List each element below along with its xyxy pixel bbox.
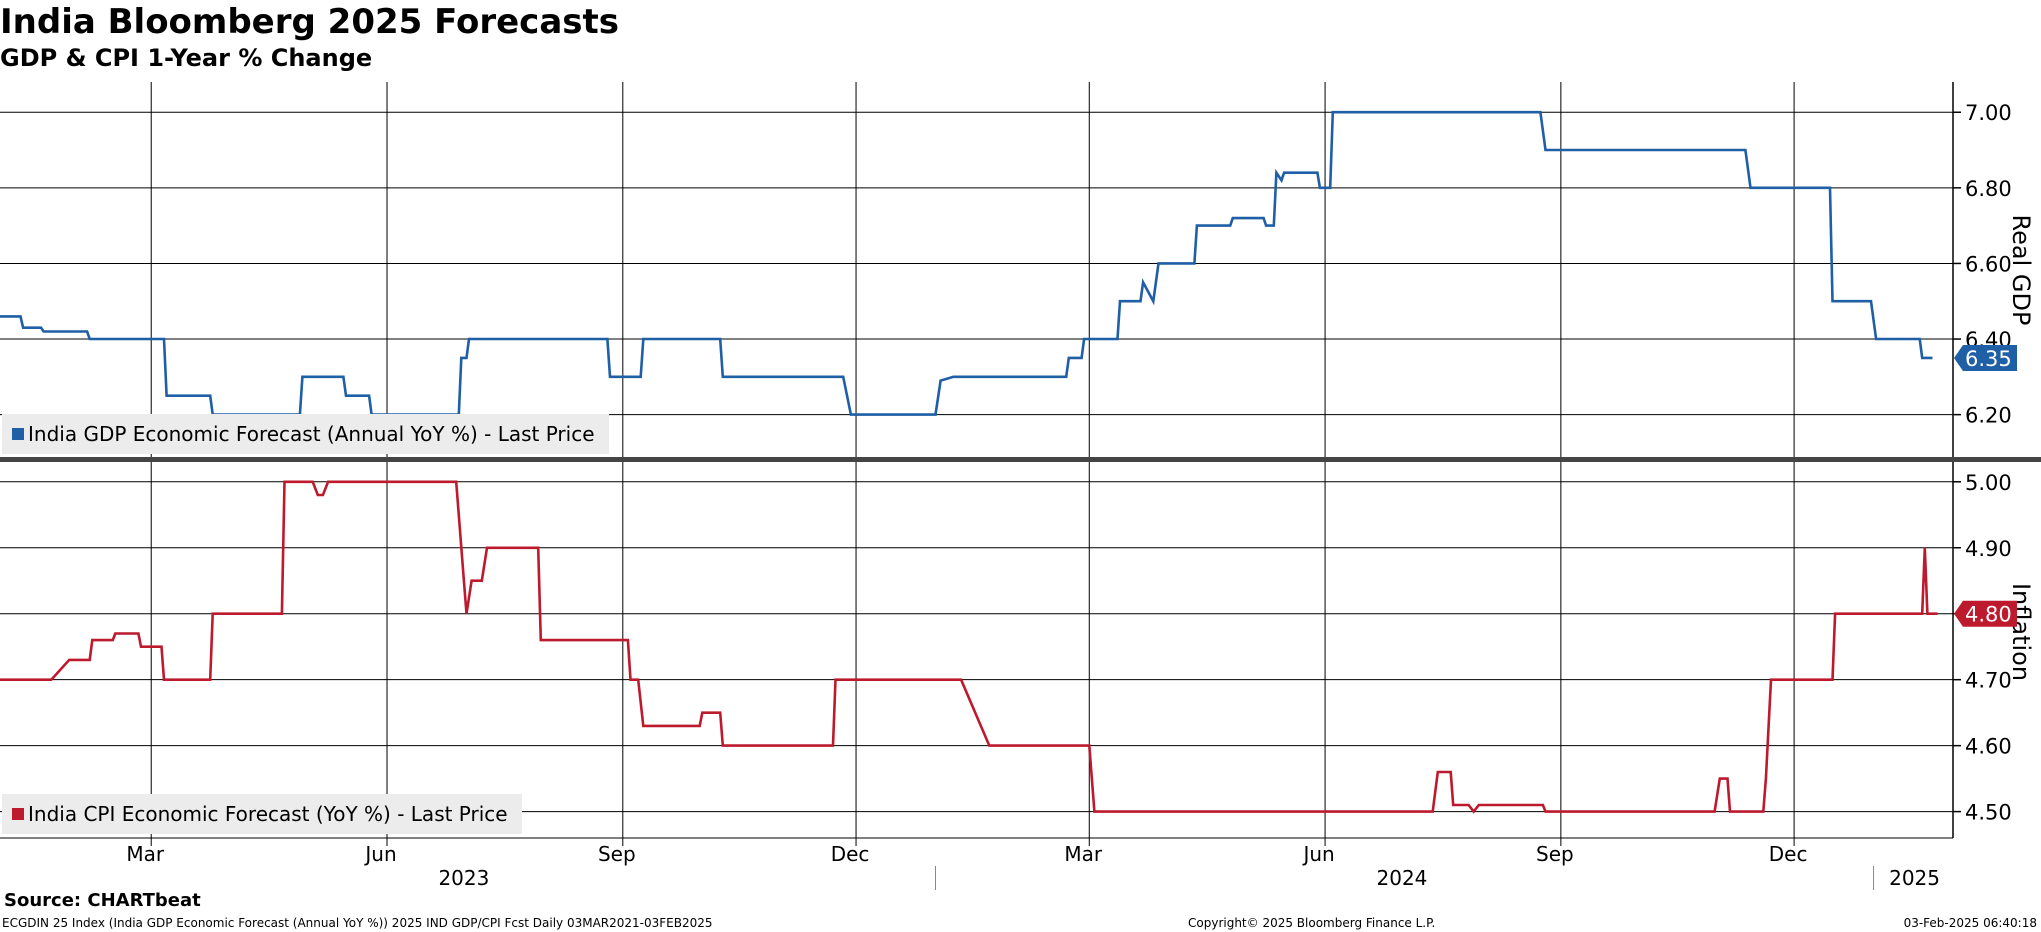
gdp-legend: India GDP Economic Forecast (Annual YoY … xyxy=(2,414,609,454)
last-value-label: 4.80 xyxy=(1965,603,2012,627)
y-tick-label: 6.60 xyxy=(1965,252,2012,276)
y-tick-label: 4.70 xyxy=(1965,669,2012,693)
chart-subtitle: GDP & CPI 1-Year % Change xyxy=(0,44,373,72)
series-description: ECGDIN 25 Index (India GDP Economic Fore… xyxy=(2,916,713,930)
x-tick-label: Mar xyxy=(1064,842,1103,866)
legend-swatch xyxy=(12,428,24,440)
x-tick-label: Jun xyxy=(1301,842,1334,866)
top-panel-grid xyxy=(0,82,1953,460)
legend-background xyxy=(2,414,609,454)
x-tick-label: Dec xyxy=(1769,842,1808,866)
x-year-label: 2023 xyxy=(438,866,489,890)
x-year-label: 2025 xyxy=(1889,866,1940,890)
x-tick-label: Sep xyxy=(598,842,636,866)
bottom-panel-grid xyxy=(0,462,1953,838)
x-tick-label: Jun xyxy=(363,842,396,866)
y-tick-label: 4.90 xyxy=(1965,537,2012,561)
last-value-marker: 4.80 xyxy=(1954,600,2017,627)
y-axis-title: Real GDP xyxy=(2007,215,2035,326)
x-year-label: 2024 xyxy=(1377,866,1428,890)
chart-title: India Bloomberg 2025 Forecasts xyxy=(0,2,620,42)
timestamp-label: 03-Feb-2025 06:40:18 xyxy=(1903,916,2037,930)
cpi-series-line xyxy=(0,480,1938,814)
last-value-label: 6.35 xyxy=(1965,347,2012,371)
legend-label: India CPI Economic Forecast (YoY %) - La… xyxy=(28,802,508,826)
x-tick-label: Mar xyxy=(126,842,165,866)
source-label: Source: CHARTbeat xyxy=(4,890,201,911)
x-tick-label: Dec xyxy=(831,842,870,866)
legend-swatch xyxy=(12,808,24,820)
cpi-legend: India CPI Economic Forecast (YoY %) - La… xyxy=(2,794,522,834)
copyright-label: Copyright© 2025 Bloomberg Finance L.P. xyxy=(1188,916,1436,930)
y-tick-label: 5.00 xyxy=(1965,471,2012,495)
y-tick-label: 6.80 xyxy=(1965,177,2012,201)
panel-separator xyxy=(0,457,2041,462)
legends: India GDP Economic Forecast (Annual YoY … xyxy=(2,414,609,834)
last-value-marker: 6.35 xyxy=(1954,344,2017,371)
y-tick-label: 4.50 xyxy=(1965,801,2012,825)
y-tick-label: 4.60 xyxy=(1965,735,2012,759)
y-axis-title: Inflation xyxy=(2007,583,2035,681)
y-tick-label: 6.20 xyxy=(1965,404,2012,428)
y-tick-label: 7.00 xyxy=(1965,101,2012,125)
legend-label: India GDP Economic Forecast (Annual YoY … xyxy=(28,422,595,446)
x-tick-label: Sep xyxy=(1536,842,1574,866)
legend-background xyxy=(2,794,522,834)
